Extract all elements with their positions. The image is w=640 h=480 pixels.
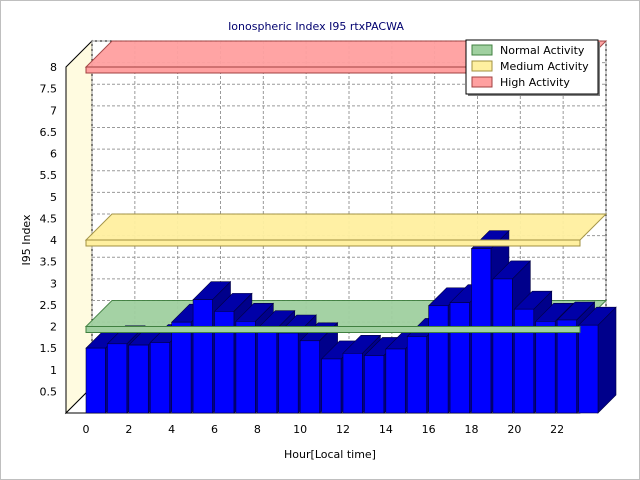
bar xyxy=(299,340,320,414)
bar xyxy=(578,324,599,414)
y-tick-label: 4.5 xyxy=(40,212,58,225)
bar xyxy=(149,342,170,414)
y-tick-label: 0.5 xyxy=(40,385,58,398)
y-tick-label: 5.5 xyxy=(40,169,58,182)
y-tick-label: 4 xyxy=(50,234,57,247)
activity-bands-front xyxy=(85,66,581,333)
bar xyxy=(556,319,577,414)
bar xyxy=(321,358,342,414)
x-tick-label: 4 xyxy=(168,423,175,436)
bar-side xyxy=(597,306,617,414)
legend-swatch xyxy=(471,44,493,56)
bar xyxy=(192,299,213,414)
x-tick-label: 22 xyxy=(550,423,564,436)
y-tick-label: 6.5 xyxy=(40,126,58,139)
y-tick-label: 3.5 xyxy=(40,256,58,269)
x-tick-label: 20 xyxy=(507,423,521,436)
x-tick-label: 0 xyxy=(83,423,90,436)
y-tick-label: 7.5 xyxy=(40,83,58,96)
band-front-face xyxy=(85,239,581,247)
y-axis-label: I95 Index xyxy=(20,214,33,266)
y-tick-label: 8 xyxy=(50,61,57,74)
y-tick-label: 6 xyxy=(50,148,57,161)
chart-title: Ionospheric Index I95 rtxPACWA xyxy=(228,20,404,33)
bar xyxy=(406,336,427,414)
y-tick-label: 1 xyxy=(50,364,57,377)
band-front-face xyxy=(85,326,581,333)
bar xyxy=(257,328,278,414)
y-tick-label: 1.5 xyxy=(40,342,58,355)
bar xyxy=(214,311,235,414)
x-tick-label: 2 xyxy=(125,423,132,436)
y-axis-ticks: 0.5 1 1.5 2 2.5 3 3.5 4 4.5 5 5.5 6 6.5 7 7.5 8 xyxy=(40,61,58,398)
bar xyxy=(235,321,256,414)
x-tick-label: 12 xyxy=(336,423,350,436)
chart-bars xyxy=(85,229,617,414)
y-tick-label: 7 xyxy=(50,104,57,117)
x-tick-label: 10 xyxy=(293,423,307,436)
x-axis-ticks: 0 2 4 6 8 10 12 14 16 18 20 22 xyxy=(83,423,565,436)
y-tick-label: 2 xyxy=(50,321,57,334)
bar xyxy=(385,348,406,414)
x-tick-label: 16 xyxy=(422,423,436,436)
bar xyxy=(364,355,385,414)
legend-swatch xyxy=(471,76,493,88)
bar xyxy=(428,305,449,414)
bar xyxy=(85,347,106,414)
bar xyxy=(342,353,363,414)
legend-label: Medium Activity xyxy=(500,60,589,73)
y-tick-label: 5 xyxy=(50,191,57,204)
bar xyxy=(449,302,470,414)
chart-legend: Normal Activity Medium Activity High Activ… xyxy=(465,39,600,96)
bar xyxy=(171,321,192,414)
band-top xyxy=(84,213,608,241)
bar xyxy=(535,321,556,414)
legend-label: High Activity xyxy=(500,76,570,89)
bar xyxy=(514,308,535,414)
x-tick-label: 18 xyxy=(465,423,479,436)
y-tick-label: 3 xyxy=(50,277,57,290)
x-tick-label: 14 xyxy=(379,423,393,436)
x-tick-label: 6 xyxy=(211,423,218,436)
bar xyxy=(107,343,128,414)
legend-label: Normal Activity xyxy=(500,44,585,57)
x-axis-label: Hour[Local time] xyxy=(284,448,376,461)
legend-swatch xyxy=(471,60,493,72)
bar xyxy=(128,344,149,414)
bar xyxy=(492,278,513,414)
y-tick-label: 2.5 xyxy=(40,299,58,312)
x-tick-label: 8 xyxy=(254,423,261,436)
bar xyxy=(278,332,299,414)
